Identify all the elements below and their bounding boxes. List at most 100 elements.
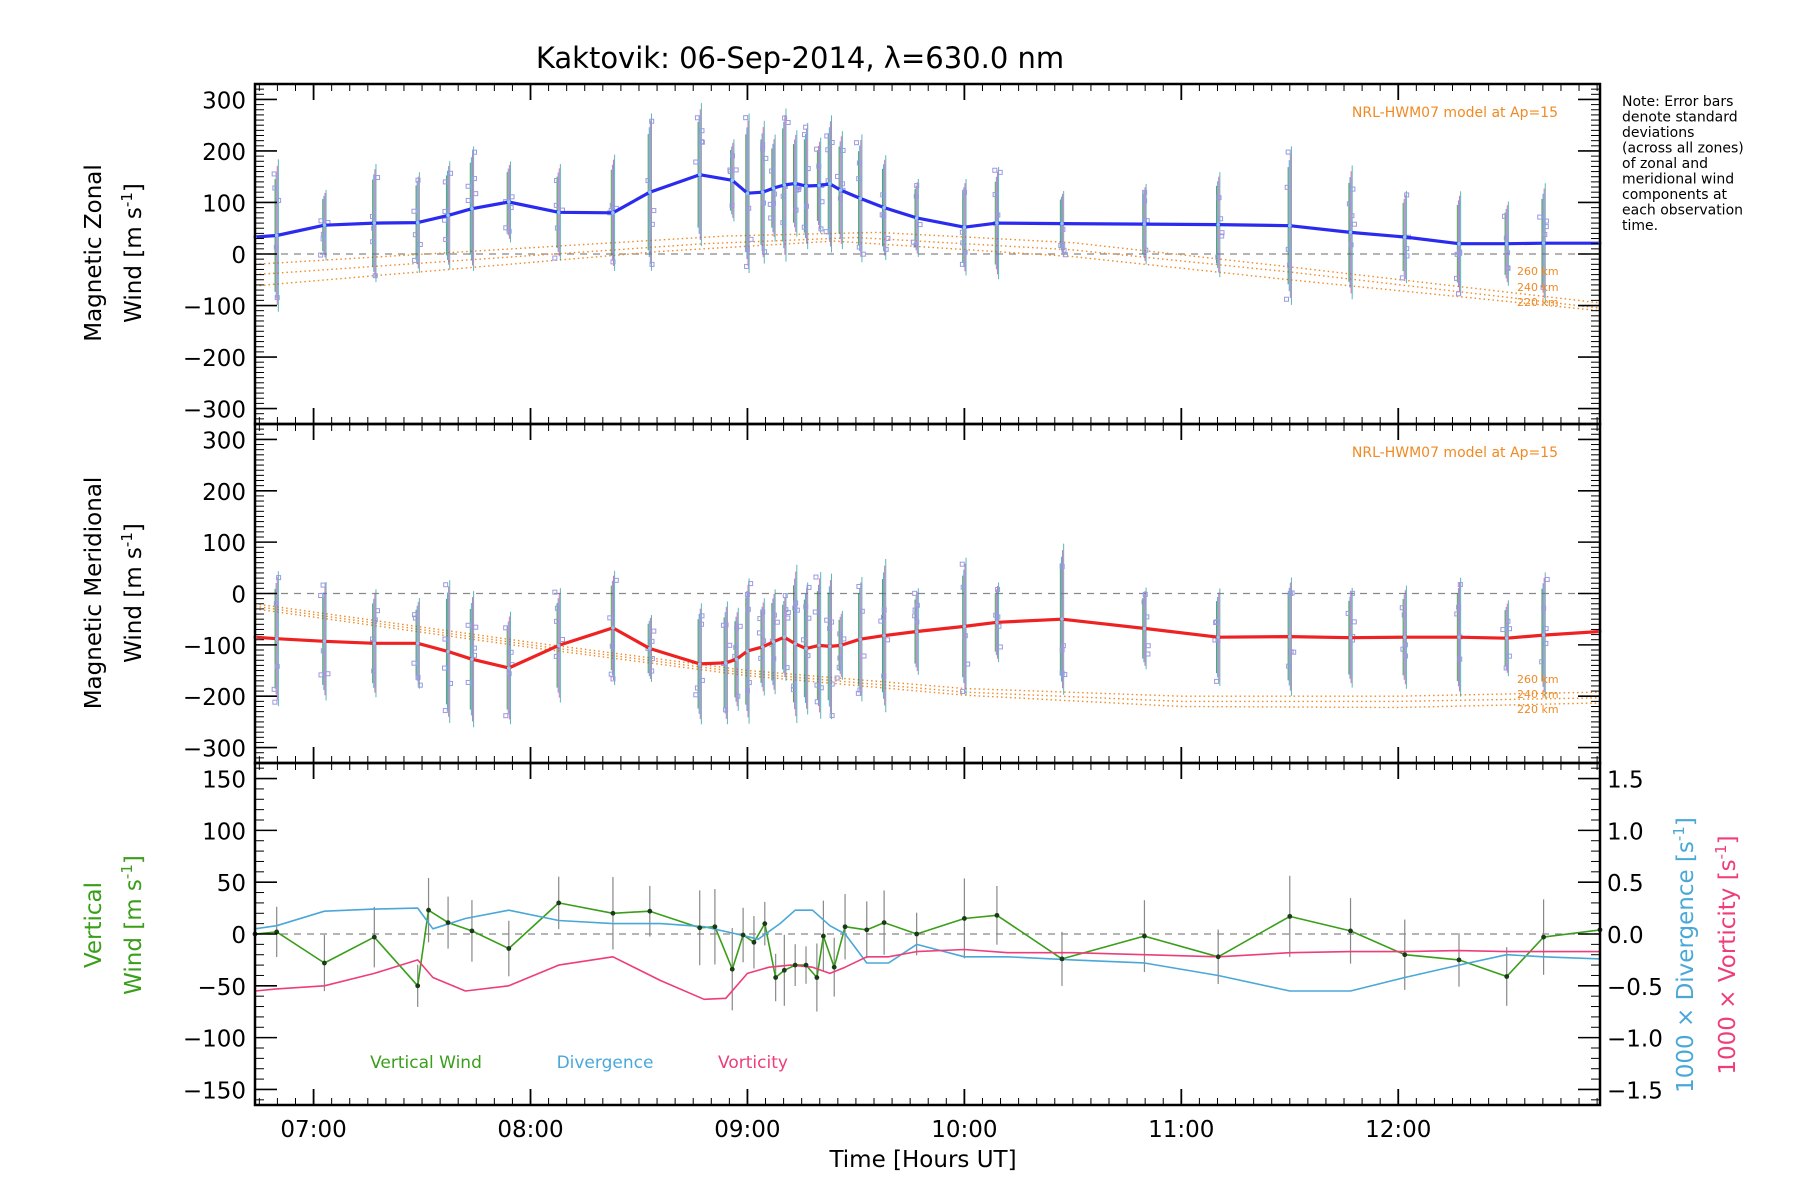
zone-point: [1215, 254, 1221, 260]
zone-point: [782, 115, 788, 121]
zone-point: [729, 203, 735, 209]
data-point: [1287, 223, 1292, 228]
data-point: [858, 637, 863, 642]
zone-point: [760, 609, 766, 615]
zone-point: [508, 205, 514, 211]
zone-point: [371, 225, 377, 231]
vertical-point: [820, 933, 826, 939]
data-point: [1287, 634, 1292, 639]
zone-point: [271, 171, 277, 177]
data-point: [745, 191, 750, 196]
zone-point: [1288, 649, 1294, 655]
zone-point: [818, 685, 824, 691]
zone-point: [372, 617, 378, 623]
y-tick-label: −50: [197, 975, 246, 1001]
zone-point: [699, 621, 705, 627]
zone-point: [465, 679, 471, 685]
zone-point: [473, 191, 479, 197]
zone-point: [318, 672, 324, 678]
zone-point: [733, 167, 739, 173]
zone-point: [694, 685, 700, 691]
zone-point: [856, 244, 862, 250]
data-point: [914, 629, 919, 634]
model-curve-240-km: [254, 236, 1601, 309]
zone-point: [465, 197, 471, 203]
zone-point: [1502, 213, 1508, 219]
zone-point: [1457, 582, 1463, 588]
data-point: [995, 221, 999, 225]
zone-point: [372, 273, 378, 279]
zone-point: [814, 699, 820, 705]
zone-point: [699, 677, 705, 683]
zone-point: [837, 631, 843, 637]
altitude-label: 260 km: [1517, 673, 1559, 686]
zone-point: [1541, 605, 1547, 611]
zone-point: [1507, 626, 1513, 632]
zone-point: [785, 610, 791, 616]
zone-point: [801, 224, 807, 230]
data-point: [782, 183, 787, 187]
zone-point: [649, 638, 655, 644]
data-point: [507, 200, 511, 204]
zone-point: [1543, 626, 1549, 632]
zone-point: [1543, 224, 1549, 230]
y-tick-label: −300: [183, 398, 246, 424]
zone-point: [1505, 265, 1511, 271]
x-tick-label: 08:00: [497, 1117, 563, 1143]
zone-point: [996, 623, 1002, 629]
vertical-point: [814, 975, 820, 980]
zone-point: [649, 261, 655, 267]
data-point: [828, 182, 832, 186]
zone-point: [1058, 243, 1064, 249]
data-point: [648, 190, 652, 194]
vertical-point: [1142, 933, 1147, 939]
zone-point: [835, 173, 841, 179]
vertical-point: [610, 910, 616, 916]
zone-point: [1287, 262, 1293, 268]
zone-point: [1061, 247, 1067, 253]
vertical-point: [994, 912, 1000, 918]
vertical-point: [322, 960, 327, 966]
zone-point: [761, 638, 767, 644]
legend-item: Vertical Wind: [370, 1053, 482, 1073]
vertical-point: [647, 908, 653, 914]
zone-point: [880, 614, 886, 620]
vertical-point: [803, 962, 809, 968]
data-point: [1216, 222, 1220, 227]
zone-point: [699, 139, 705, 145]
zone-point: [1291, 649, 1297, 655]
zone-point: [610, 676, 616, 682]
data-point: [760, 190, 765, 194]
vertical-point: [371, 934, 377, 940]
zone-point: [913, 193, 919, 199]
zone-point: [417, 241, 423, 247]
vertical-point: [1541, 934, 1546, 940]
zone-point: [914, 619, 920, 625]
zone-point: [503, 225, 509, 231]
data-point: [1060, 617, 1064, 621]
zone-point: [730, 153, 736, 159]
vertical-point: [1504, 974, 1510, 979]
zone-point: [859, 608, 865, 614]
zone-point: [1287, 591, 1293, 597]
data-point: [1504, 636, 1509, 640]
zone-point: [1542, 231, 1548, 237]
zone-point: [320, 236, 326, 242]
vertical-point: [415, 983, 421, 989]
vertical-point: [762, 921, 768, 927]
note-line: meridional wind: [1622, 172, 1734, 188]
altitude-label: 260 km: [1517, 265, 1559, 278]
zone-point: [824, 133, 830, 139]
zone-point: [995, 586, 1001, 592]
zone-point: [1404, 192, 1410, 198]
note-line: Note: Error bars: [1622, 94, 1733, 110]
zone-point: [609, 643, 615, 649]
zone-point: [912, 590, 918, 596]
zone-point: [448, 170, 454, 176]
zone-point: [856, 160, 862, 166]
vertical-point: [781, 967, 787, 973]
zone-point: [912, 613, 918, 619]
zone-point: [1143, 247, 1149, 253]
panel-frame: [253, 761, 1602, 1107]
zone-point: [995, 212, 1001, 218]
